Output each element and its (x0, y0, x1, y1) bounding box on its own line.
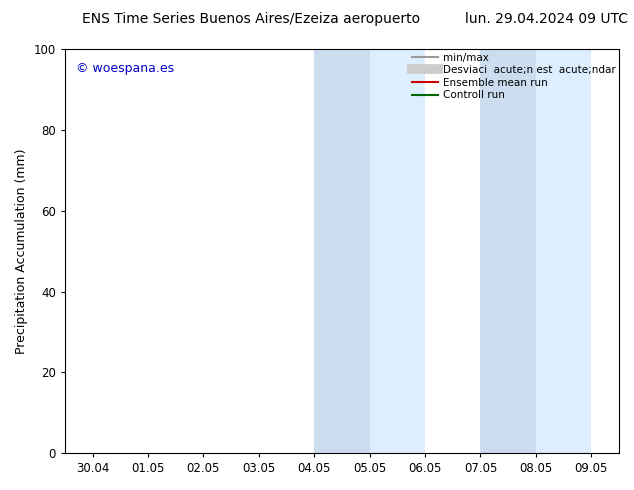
Bar (481, 49, 536, 453)
Bar (314, 49, 425, 453)
Y-axis label: Precipitation Accumulation (mm): Precipitation Accumulation (mm) (15, 148, 28, 354)
Bar (481, 49, 592, 453)
Bar (314, 49, 370, 453)
Text: ENS Time Series Buenos Aires/Ezeiza aeropuerto: ENS Time Series Buenos Aires/Ezeiza aero… (82, 12, 420, 26)
Text: lun. 29.04.2024 09 UTC: lun. 29.04.2024 09 UTC (465, 12, 628, 26)
Legend: min/max, Desviaci  acute;n est  acute;ndar, Ensemble mean run, Controll run: min/max, Desviaci acute;n est acute;ndar… (412, 52, 616, 100)
Text: © woespana.es: © woespana.es (76, 62, 174, 74)
